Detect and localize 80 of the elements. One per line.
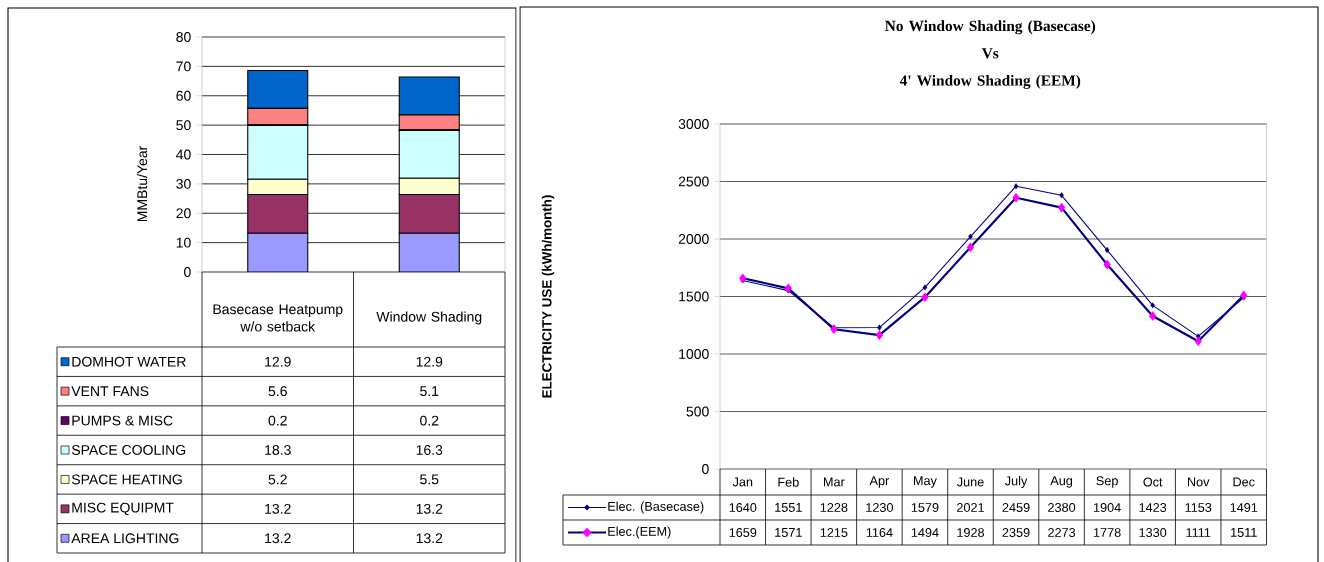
data-label: 2021 — [957, 503, 984, 512]
legend-label: MISC EQUIPMT — [72, 502, 174, 516]
y-tick-label: 1500 — [679, 291, 709, 302]
data-label: 16.3 — [416, 445, 443, 455]
data-label: 12.9 — [265, 356, 291, 367]
y-tick-label: 1000 — [679, 349, 709, 359]
y-tick-label: 50 — [176, 120, 191, 131]
x-tick-label: July — [1004, 476, 1028, 488]
y-tick-label: 40 — [176, 149, 191, 160]
data-label: 1551 — [775, 503, 802, 512]
x-tick-label: Mar — [824, 477, 845, 487]
y-tick-label: 2000 — [678, 234, 709, 244]
y-tick-label: 70 — [176, 61, 191, 72]
data-label: 1330 — [1139, 528, 1167, 537]
x-tick-label: Window Shading — [376, 311, 482, 325]
y-tick-label: 20 — [176, 208, 191, 219]
y-tick-label: 3000 — [678, 119, 709, 129]
data-label: 5.1 — [420, 386, 439, 397]
x-tick-label: Oct — [1143, 477, 1163, 487]
legend-label: Elec.(EEM) — [608, 526, 671, 539]
data-label: 1579 — [911, 503, 939, 512]
data-label: 1511 — [1231, 528, 1257, 537]
data-label: 2459 — [1002, 503, 1030, 512]
y-axis-title: ELECTRICITY USE (kWh/month) — [541, 195, 555, 398]
data-label: 1904 — [1093, 503, 1121, 512]
data-label: 12.9 — [416, 356, 443, 367]
data-label: 1228 — [820, 503, 848, 512]
x-tick-label: Basecase Heatpump w/o setback — [213, 304, 343, 332]
x-tick-label: Aug — [1050, 476, 1073, 488]
y-tick-label: 0 — [702, 464, 709, 474]
legend-label: AREA LIGHTING — [71, 533, 179, 544]
data-label: 1659 — [729, 528, 757, 537]
data-label: 1164 — [866, 528, 893, 537]
data-label: 1423 — [1139, 503, 1167, 512]
legend-label: DOMHOT WATER — [72, 356, 186, 367]
data-label: 0.2 — [268, 415, 287, 426]
data-label: 1928 — [957, 528, 985, 537]
data-label: 1491 — [1230, 503, 1258, 512]
x-tick-label: Feb — [778, 477, 799, 487]
data-label: 1640 — [729, 503, 757, 512]
legend-label: Elec. (Basecase) — [608, 501, 704, 514]
legend-label: VENT FANS — [71, 386, 149, 397]
x-tick-label: Apr — [869, 476, 890, 488]
y-tick-label: 30 — [176, 178, 191, 189]
data-label: 13.2 — [265, 503, 291, 514]
legend-label: PUMPS & MISC — [72, 415, 173, 426]
data-label: 2359 — [1002, 528, 1030, 537]
x-tick-label: Dec — [1233, 477, 1255, 487]
y-tick-label: 80 — [176, 32, 191, 42]
data-label: 13.2 — [265, 533, 291, 544]
data-label: 1571 — [775, 528, 802, 537]
x-tick-label: May — [914, 476, 937, 488]
data-label: 1778 — [1093, 528, 1121, 537]
y-tick-label: 10 — [176, 237, 191, 248]
data-label: 2273 — [1048, 528, 1076, 537]
data-label: 5.6 — [268, 386, 287, 397]
data-label: 5.2 — [268, 474, 287, 485]
data-label: 0.2 — [420, 415, 439, 426]
data-label: 1215 — [820, 528, 848, 537]
data-label: 2380 — [1048, 503, 1076, 512]
y-tick-label: 2500 — [678, 176, 709, 187]
x-tick-label: Nov — [1187, 477, 1210, 487]
legend-label: SPACE COOLING — [71, 445, 186, 455]
data-label: 1111 — [1186, 528, 1211, 537]
y-tick-label: 0 — [184, 267, 191, 277]
chart-title: No Window Shading (Basecase) Vs 4' Window Shading (EEM) — [885, 20, 1096, 89]
data-label: 5.5 — [420, 474, 439, 485]
data-label: 13.2 — [416, 503, 443, 514]
data-label: 13.2 — [416, 533, 443, 544]
data-label: 1153 — [1185, 503, 1212, 512]
data-label: 1494 — [911, 528, 939, 537]
legend-label: SPACE HEATING — [71, 474, 182, 485]
x-tick-label: June — [956, 477, 984, 487]
y-tick-label: 500 — [686, 406, 709, 417]
y-axis-title: MMBtu/Year — [136, 145, 148, 222]
x-tick-label: Jan — [732, 477, 753, 487]
data-label: 1230 — [866, 503, 893, 512]
x-tick-label: Sep — [1096, 476, 1118, 488]
data-label: 18.3 — [265, 445, 291, 455]
y-tick-label: 60 — [176, 90, 191, 101]
